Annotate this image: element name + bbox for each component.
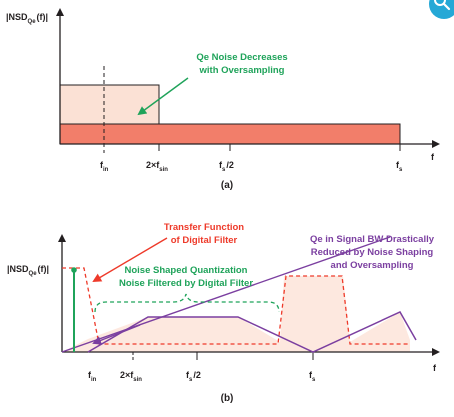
qe-noise-annotation-line2: with Oversampling xyxy=(199,65,285,76)
qe-bw-label-line3: and Oversampling xyxy=(331,260,414,271)
caption-b: (b) xyxy=(221,393,234,404)
tick-label-2fsin-b: 2×fsin xyxy=(120,370,142,383)
tick-label-fin-a: fin xyxy=(100,160,109,173)
oversampled-noise-band xyxy=(59,84,160,125)
qe-bw-label-line2: Reduced by Noise Shaping xyxy=(311,247,434,258)
noise-shaping-slope-line xyxy=(61,236,391,353)
noise-shaped-label-line1: Noise Shaped Quantization xyxy=(125,265,248,276)
filtered-noise-shaded-area xyxy=(62,276,410,352)
caption-a: (a) xyxy=(221,180,233,191)
transfer-function-label-line2: of Digital Filter xyxy=(171,235,238,246)
transfer-function-label-line1: Transfer Function xyxy=(164,222,244,233)
x-axis-label-a: f xyxy=(431,152,435,162)
panel-b: |NSDQe(f)| f fin 2×fsin fs/2 fs Transfer… xyxy=(7,222,440,404)
nyquist-noise-band xyxy=(59,123,401,145)
tick-label-fs-half-b: fs/2 xyxy=(186,370,201,383)
qe-noise-arrow xyxy=(137,77,189,116)
search-icon[interactable] xyxy=(429,0,454,19)
tick-label-fs-b: fs xyxy=(309,370,316,383)
qe-bw-arrow xyxy=(92,324,141,345)
panel-a: |NSDQe(f)| f fin 2×fsin fs/2 fs Qe Noise… xyxy=(6,8,440,191)
tick-label-fin-b: fin xyxy=(88,370,97,383)
noise-shaping-curve xyxy=(87,311,417,353)
tick-label-2fsin-a: 2×fsin xyxy=(146,160,168,173)
qe-noise-annotation-line1: Qe Noise Decreases xyxy=(196,52,287,63)
transfer-function-arrow xyxy=(92,237,168,283)
signal-dot xyxy=(71,267,77,273)
tick-label-fs-half-a: fs/2 xyxy=(219,160,234,173)
tick-label-fs-a: fs xyxy=(396,160,403,173)
y-axis-label-a: |NSDQe(f)| xyxy=(6,12,48,25)
qe-bw-label-line1: Qe in Signal BW Drastically xyxy=(310,234,435,245)
y-axis-label-b: |NSDQe(f)| xyxy=(7,264,49,277)
x-axis-label-b: f xyxy=(433,363,437,373)
noise-shaped-label-line2: Noise Filtered by Digital Filter xyxy=(119,278,253,289)
noise-shaped-brace xyxy=(94,293,280,313)
